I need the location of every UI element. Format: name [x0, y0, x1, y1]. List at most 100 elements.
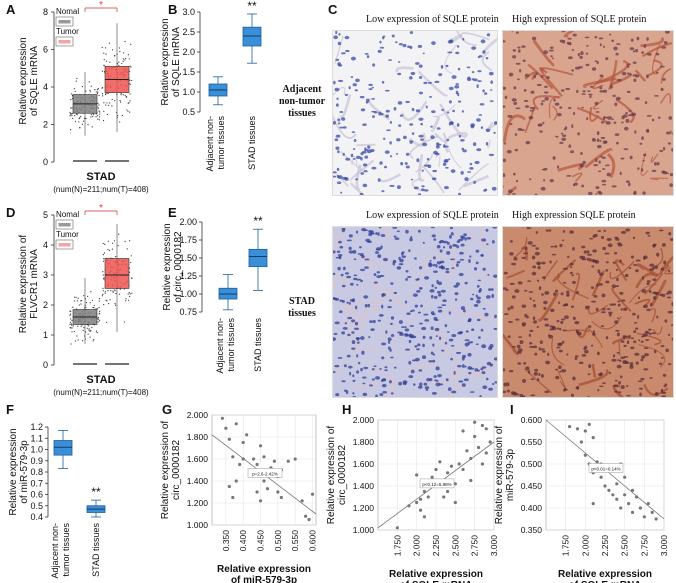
tissue-fiber — [351, 155, 358, 165]
cell-nucleus — [340, 273, 344, 277]
cell-nucleus — [417, 44, 423, 48]
cell-nucleus — [422, 52, 425, 55]
tissue-fiber — [333, 282, 337, 291]
c-row1-line2: non-tumor — [278, 96, 326, 107]
cell-nucleus — [540, 75, 544, 78]
jitter-dot — [88, 325, 90, 327]
cell-nucleus — [415, 62, 420, 65]
jitter-dot — [80, 115, 82, 118]
cell-nucleus — [397, 331, 401, 334]
cell-nucleus — [421, 185, 425, 188]
cell-nucleus — [468, 371, 472, 375]
cell-nucleus — [626, 65, 630, 68]
cell-nucleus — [334, 138, 339, 142]
tissue-fiber — [513, 237, 528, 259]
cell-nucleus — [374, 376, 381, 380]
cell-nucleus — [427, 164, 432, 169]
jitter-dot — [102, 293, 104, 295]
tissue-fiber — [614, 259, 628, 282]
scatter-point — [453, 500, 457, 505]
tissue-fiber — [511, 31, 514, 33]
cell-nucleus — [347, 333, 351, 337]
cell-nucleus — [454, 85, 460, 89]
cell-nucleus — [420, 188, 425, 192]
tissue-fiber — [382, 377, 396, 397]
jitter-dot — [85, 90, 87, 92]
tissue-fiber — [395, 66, 414, 73]
cell-nucleus — [515, 318, 520, 321]
jitter-dot — [102, 95, 104, 97]
cell-nucleus — [668, 269, 671, 273]
jitter-dot — [76, 335, 78, 337]
cell-nucleus — [612, 94, 616, 98]
cell-nucleus — [634, 130, 637, 134]
cell-nucleus — [335, 256, 341, 259]
scatter-point — [255, 462, 259, 467]
cell-nucleus — [512, 345, 516, 348]
jitter-dot — [114, 100, 116, 102]
cell-nucleus — [615, 268, 619, 272]
cell-nucleus — [576, 331, 582, 336]
jitter-dot — [90, 114, 92, 116]
tissue-fiber — [636, 332, 662, 346]
cell-nucleus — [668, 116, 673, 120]
cell-nucleus — [628, 114, 634, 117]
jitter-dot — [98, 119, 100, 121]
y-tick-label: 1.400 — [353, 481, 375, 491]
cell-nucleus — [614, 379, 618, 382]
scatter-point — [304, 514, 308, 518]
cell-nucleus — [410, 71, 416, 76]
cell-nucleus — [561, 369, 567, 373]
cell-nucleus — [434, 327, 440, 332]
cell-nucleus — [637, 167, 640, 170]
cell-nucleus — [549, 179, 554, 183]
cell-nucleus — [352, 250, 357, 254]
cell-nucleus — [428, 262, 432, 266]
cell-nucleus — [382, 378, 387, 382]
y-tick-label: 0.450 — [521, 481, 543, 491]
y-tick-label: 2.0 — [182, 47, 195, 57]
cell-nucleus — [354, 305, 358, 310]
scatter-point — [587, 422, 591, 426]
cell-nucleus — [402, 43, 407, 48]
cell-nucleus — [376, 275, 382, 279]
jitter-dot — [104, 291, 106, 293]
cell-nucleus — [452, 109, 455, 113]
cell-nucleus — [577, 132, 580, 136]
cell-nucleus — [469, 166, 474, 170]
cell-nucleus — [442, 240, 448, 244]
cell-nucleus — [543, 318, 549, 321]
jitter-dot — [90, 330, 92, 332]
jitter-dot — [82, 120, 85, 122]
cell-nucleus — [646, 114, 652, 117]
y-tick-label: 2 — [43, 120, 48, 130]
jitter-dot — [127, 54, 129, 56]
cell-nucleus — [629, 47, 635, 51]
cell-nucleus — [611, 39, 614, 43]
cell-nucleus — [550, 245, 555, 248]
cell-nucleus — [469, 391, 475, 393]
x-tick-label: 0.500 — [273, 530, 283, 552]
cell-nucleus — [461, 383, 466, 387]
cell-nucleus — [343, 126, 347, 129]
jitter-dot — [101, 70, 104, 72]
scatter-point — [241, 440, 245, 445]
scatter-point — [265, 487, 270, 491]
cell-nucleus — [335, 393, 340, 397]
cell-nucleus — [346, 354, 351, 358]
cell-nucleus — [606, 172, 611, 177]
scatter-point — [484, 451, 488, 455]
cell-nucleus — [469, 255, 472, 258]
cell-nucleus — [581, 106, 584, 109]
cell-nucleus — [346, 239, 352, 242]
jitter-dot — [106, 102, 108, 104]
box-1 — [242, 26, 262, 47]
tissue-fiber — [524, 106, 536, 133]
cell-nucleus — [555, 375, 560, 380]
cell-nucleus — [419, 76, 423, 79]
cell-nucleus — [503, 142, 507, 145]
y-tick-label: 0.350 — [521, 525, 543, 535]
cell-nucleus — [636, 36, 640, 41]
cell-nucleus — [571, 274, 574, 277]
y-axis-label: Relative expression of — [494, 426, 505, 525]
